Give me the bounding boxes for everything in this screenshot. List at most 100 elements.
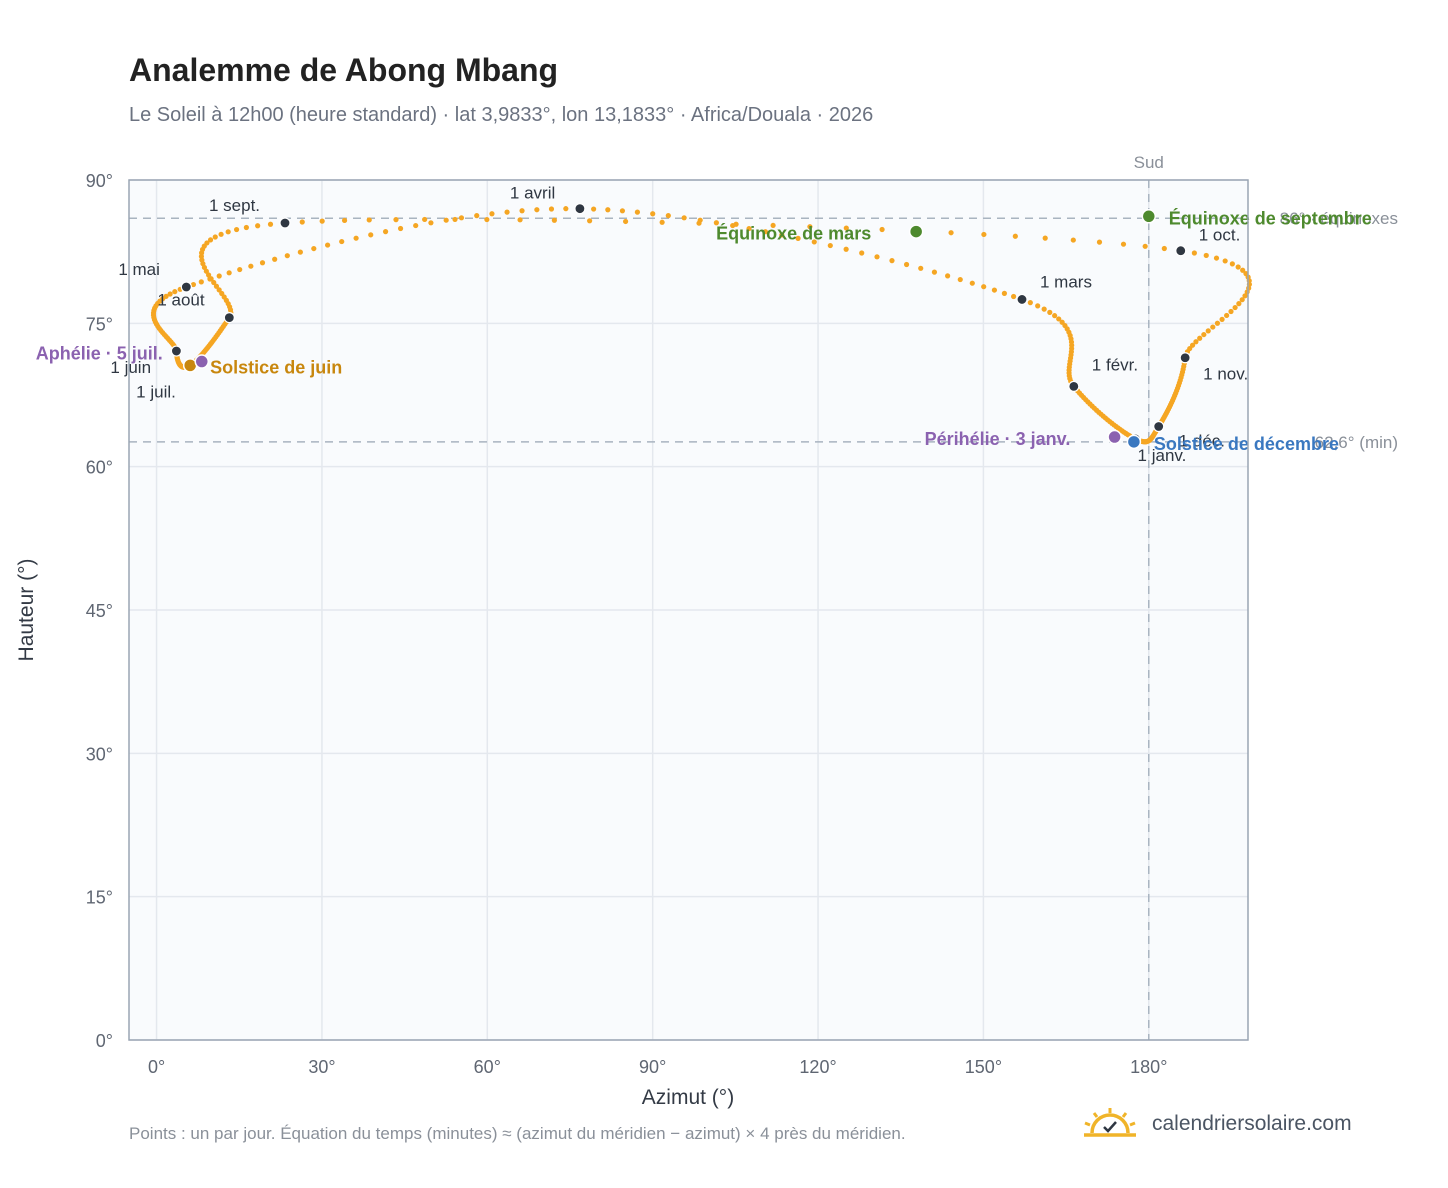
daily-point [1012, 233, 1018, 239]
daily-point [762, 229, 769, 235]
daily-point [208, 276, 214, 282]
y-tick-label: 0° [96, 1031, 113, 1051]
daily-point [259, 260, 266, 266]
daily-point [591, 206, 597, 212]
daily-point [1239, 297, 1245, 303]
month-marker [170, 345, 183, 357]
chart-title: Analemme de Abong Mbang [129, 52, 559, 88]
daily-point [190, 281, 197, 288]
daily-point [226, 270, 232, 276]
month-marker [1068, 380, 1080, 392]
daily-point [534, 207, 540, 213]
daily-point [843, 225, 849, 231]
daily-point [859, 250, 865, 256]
y-axis-title: Hauteur (°) [15, 559, 38, 662]
daily-point [659, 219, 665, 225]
daily-point [353, 235, 359, 241]
x-tick-label: 180° [1130, 1057, 1167, 1077]
daily-point [519, 208, 525, 214]
month-label: 1 déc. [1179, 432, 1225, 451]
daily-point [619, 208, 626, 214]
month-label: 1 janv. [1138, 446, 1187, 465]
daily-point [311, 245, 317, 252]
daily-point [1047, 309, 1053, 315]
month-marker [1179, 352, 1191, 364]
chart-subtitle: Le Soleil à 12h00 (heure standard) · lat… [129, 104, 874, 126]
daily-point [243, 224, 249, 231]
daily-point [811, 239, 817, 245]
x-tick-label: 90° [639, 1057, 666, 1077]
y-tick-label: 90° [86, 171, 113, 191]
event-label: Solstice de juin [210, 357, 342, 377]
daily-point [204, 240, 210, 246]
daily-point [1059, 319, 1065, 325]
daily-point [1070, 237, 1076, 243]
daily-point [1096, 239, 1103, 245]
daily-point [843, 246, 849, 252]
event-label: Aphélie · 5 juil. [36, 344, 163, 364]
daily-point [1041, 306, 1047, 312]
event-marker [1126, 434, 1142, 450]
month-marker [1175, 245, 1187, 257]
daily-point [267, 221, 274, 227]
daily-point [587, 218, 593, 224]
daily-point [918, 265, 924, 271]
daily-point [255, 223, 261, 229]
daily-point [213, 283, 220, 289]
daily-point [1236, 301, 1242, 307]
daily-point [504, 209, 510, 215]
month-marker [1016, 293, 1028, 306]
daily-point [489, 211, 495, 217]
brand[interactable]: calendriersolaire.com [1082, 1104, 1352, 1144]
daily-point [517, 217, 523, 223]
event-label: Solstice de décembre [1154, 434, 1339, 454]
daily-point [1242, 293, 1248, 299]
daily-point [1056, 316, 1062, 322]
daily-point [211, 279, 217, 286]
daily-point [981, 231, 987, 238]
daily-point [746, 225, 752, 232]
daily-point [484, 216, 490, 223]
event-marker [1107, 429, 1122, 445]
daily-point [216, 273, 222, 279]
brand-name[interactable]: calendriersolaire.com [1152, 1112, 1352, 1135]
daily-point [1011, 293, 1017, 300]
x-axis-title: Azimut (°) [642, 1086, 734, 1109]
month-label: 1 sept. [209, 196, 260, 215]
daily-point [1219, 316, 1225, 322]
daily-point [1197, 335, 1203, 341]
daily-point [319, 218, 325, 224]
y-tick-label: 30° [86, 744, 113, 764]
daily-point [991, 287, 998, 293]
y-tick-label: 15° [86, 888, 113, 908]
reference-lines: Sud 86° · équinoxes 62,6° (min) [129, 153, 1398, 1040]
daily-point [605, 207, 611, 213]
daily-point [879, 226, 885, 233]
daily-point [413, 222, 419, 229]
x-tick-label: 120° [799, 1057, 836, 1077]
month-markers: 1 janv. 1 févr. 1 mars 1 avril 1 mai 1 juin 1 … [110, 184, 1248, 465]
daily-point [1035, 303, 1041, 309]
daily-point [779, 232, 785, 238]
daily-point [807, 224, 813, 230]
daily-point [665, 213, 671, 219]
event-label: Équinoxe de mars [716, 223, 871, 244]
daily-point [1191, 250, 1197, 256]
month-label: 1 oct. [1199, 226, 1241, 245]
daily-point [1210, 324, 1216, 330]
daily-point [443, 217, 449, 223]
daily-point [733, 221, 739, 227]
month-label: 1 juil. [136, 382, 176, 401]
x-tick-label: 150° [965, 1057, 1002, 1077]
event-markers: Équinoxe de mars Équinoxe de septembre Sol… [36, 207, 1372, 454]
daily-point [237, 266, 243, 273]
daily-point [1201, 331, 1207, 338]
daily-point [1027, 300, 1033, 306]
month-marker [180, 281, 192, 293]
daily-point [903, 261, 910, 268]
daily-point [297, 249, 303, 255]
daily-point [548, 206, 555, 212]
altitude-reference-label: 62,6° (min) [1315, 433, 1398, 452]
event-marker [908, 224, 924, 239]
